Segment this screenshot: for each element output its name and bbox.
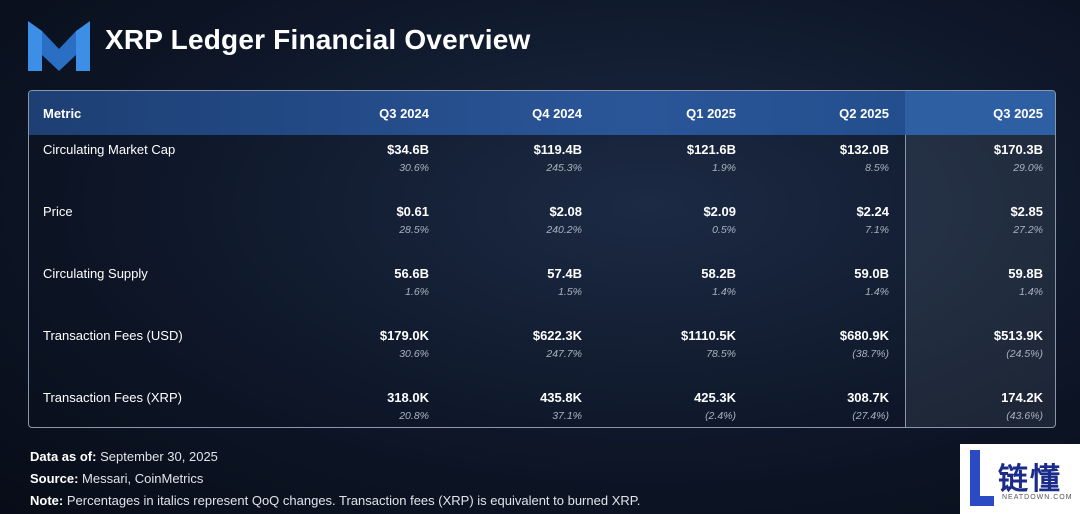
- qoq-change: 1.9%: [712, 162, 736, 174]
- logo: [28, 21, 90, 71]
- value: 308.7K: [847, 390, 889, 405]
- value: $513.9K: [993, 328, 1043, 343]
- value: $179.0K: [379, 328, 429, 343]
- footer-text: Percentages in italics represent QoQ cha…: [66, 493, 641, 508]
- footer-label: Note:: [30, 493, 64, 508]
- qoq-change: 1.6%: [405, 286, 429, 298]
- value: $2.08: [549, 204, 582, 219]
- title: XRP Ledger Financial Overview: [105, 24, 531, 55]
- value: $132.0B: [839, 142, 889, 157]
- value: $0.61: [396, 204, 429, 219]
- value: $2.24: [856, 204, 889, 219]
- value: $2.09: [703, 204, 736, 219]
- qoq-change: (24.5%): [1006, 348, 1043, 360]
- qoq-change: 8.5%: [865, 162, 889, 174]
- table: Metric Q3 2024 Q4 2024 Q1 2025 Q2 2025 Q3 202…: [28, 90, 1056, 428]
- value: $119.4B: [533, 142, 582, 157]
- qoq-change: 1.4%: [712, 286, 736, 298]
- column-header: Q2 2025: [839, 106, 889, 121]
- value: 318.0K: [387, 390, 429, 405]
- qoq-change: (2.4%): [705, 410, 736, 422]
- qoq-change: (38.7%): [852, 348, 889, 360]
- value: 435.8K: [540, 390, 582, 405]
- qoq-change: 1.4%: [865, 286, 889, 298]
- footer-line: Data as of: September 30, 2025: [30, 449, 218, 464]
- qoq-change: 37.1%: [552, 410, 582, 422]
- value: 59.8B: [1008, 266, 1043, 281]
- qoq-change: 29.0%: [1013, 162, 1043, 174]
- value: $680.9K: [839, 328, 889, 343]
- qoq-change: 27.2%: [1013, 224, 1043, 236]
- value: 56.6B: [394, 266, 429, 281]
- qoq-change: (27.4%): [852, 410, 889, 422]
- qoq-change: 30.6%: [399, 162, 429, 174]
- watermark-url: NEATDOWN.COM: [1002, 494, 1073, 501]
- header-row: [29, 91, 1055, 135]
- value: 58.2B: [701, 266, 736, 281]
- qoq-change: 245.3%: [546, 162, 582, 174]
- watermark-logo: [970, 450, 994, 506]
- column-header: Q3 2025: [993, 106, 1043, 121]
- footer-text: September 30, 2025: [100, 449, 218, 464]
- value: $1110.5K: [681, 328, 736, 343]
- footer-label: Source:: [30, 471, 79, 486]
- value: $121.6B: [686, 142, 736, 157]
- value: $622.3K: [532, 328, 582, 343]
- qoq-change: 0.5%: [712, 224, 736, 236]
- footer-line: Source: Messari, CoinMetrics: [30, 471, 203, 486]
- metric-label: Circulating Market Cap: [43, 142, 176, 157]
- value: $34.6B: [387, 142, 429, 157]
- value: 57.4B: [547, 266, 582, 281]
- qoq-change: (43.6%): [1006, 410, 1043, 422]
- value: 174.2K: [1001, 390, 1043, 405]
- qoq-change: 78.5%: [706, 348, 736, 360]
- metric-label: Transaction Fees (USD): [43, 328, 183, 343]
- value: $2.85: [1010, 204, 1043, 219]
- metric-label: Circulating Supply: [43, 266, 148, 281]
- watermark-name: 链懂: [998, 463, 1062, 496]
- qoq-change: 247.7%: [546, 348, 582, 360]
- qoq-change: 1.5%: [558, 286, 582, 298]
- value: 425.3K: [694, 390, 736, 405]
- value: 59.0B: [854, 266, 889, 281]
- qoq-change: 240.2%: [546, 224, 582, 236]
- qoq-change: 28.5%: [399, 224, 429, 236]
- column-header: Q4 2024: [532, 106, 582, 121]
- metric-label: Price: [43, 204, 73, 219]
- footer-line: Note: Percentages in italics represent Q…: [30, 493, 640, 508]
- column-header: Q1 2025: [686, 106, 736, 121]
- qoq-change: 30.6%: [399, 348, 429, 360]
- qoq-change: 1.4%: [1019, 286, 1043, 298]
- qoq-change: 7.1%: [865, 224, 889, 236]
- footer-text: Messari, CoinMetrics: [82, 471, 204, 486]
- column-header: Metric: [43, 106, 82, 121]
- footer-label: Data as of:: [30, 449, 97, 464]
- highlight-column: [905, 91, 1055, 427]
- column-header: Q3 2024: [379, 106, 429, 121]
- qoq-change: 20.8%: [399, 410, 429, 422]
- watermark: 链懂 NEATDOWN.COM: [960, 444, 1080, 514]
- highlight-header: [905, 91, 1055, 135]
- metric-label: Transaction Fees (XRP): [43, 390, 182, 405]
- value: $170.3B: [993, 142, 1043, 157]
